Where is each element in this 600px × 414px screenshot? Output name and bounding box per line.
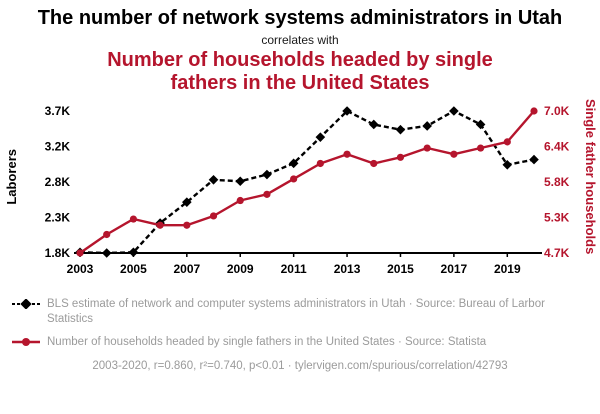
dual-axis-line-chart: 1.8K 2.3K 2.8K 3.2K 3.7K 4.7K 5.3K 5.8K 6.4K 7.0K… xyxy=(45,104,570,276)
svg-text:5.8K: 5.8K xyxy=(544,175,570,189)
svg-text:2005: 2005 xyxy=(120,262,147,276)
chart-header: The number of network systems administra… xyxy=(0,0,600,95)
svg-text:2019: 2019 xyxy=(494,262,521,276)
chart-title: The number of network systems administra… xyxy=(37,7,563,29)
svg-text:1.8K: 1.8K xyxy=(45,246,71,260)
legend-label: BLS estimate of network and computer sys… xyxy=(47,298,545,325)
svg-text:2017: 2017 xyxy=(441,262,468,276)
right-axis-label: Single father households xyxy=(583,99,598,255)
svg-text:5.3K: 5.3K xyxy=(544,211,570,225)
svg-text:2.8K: 2.8K xyxy=(45,175,71,189)
circle-line-icon xyxy=(12,337,40,352)
svg-text:2007: 2007 xyxy=(173,262,200,276)
footer-stats: 2003-2020, r=0.860, r²=0.740, p<0.01 · t… xyxy=(92,359,508,372)
svg-text:6.4K: 6.4K xyxy=(544,140,570,154)
svg-text:2011: 2011 xyxy=(281,262,307,276)
svg-text:2.3K: 2.3K xyxy=(45,211,71,225)
chart-legend: BLS estimate of network and computer sys… xyxy=(0,297,600,352)
svg-text:3.2K: 3.2K xyxy=(45,140,71,154)
svg-text:2009: 2009 xyxy=(227,262,254,276)
legend-label: Number of households headed by single fa… xyxy=(47,335,487,348)
svg-text:3.7K: 3.7K xyxy=(45,104,71,118)
diamond-dashed-line-icon xyxy=(12,298,40,314)
left-axis-label: Laborers xyxy=(4,149,19,205)
svg-text:7.0K: 7.0K xyxy=(544,104,570,118)
correlates-with-text: correlates with xyxy=(261,33,339,47)
chart-subtitle: Number of households headed by single fa… xyxy=(107,49,493,94)
svg-text:2015: 2015 xyxy=(387,262,414,276)
svg-text:4.7K: 4.7K xyxy=(544,246,570,260)
svg-text:2003: 2003 xyxy=(67,262,94,276)
chart-area: 1.8K 2.3K 2.8K 3.2K 3.7K 4.7K 5.3K 5.8K 6.4K 7.0K… xyxy=(0,97,600,289)
legend-item-network-admins: BLS estimate of network and computer sys… xyxy=(12,297,588,327)
legend-item-single-fathers: Number of households headed by single fa… xyxy=(12,335,588,352)
svg-text:2013: 2013 xyxy=(334,262,361,276)
